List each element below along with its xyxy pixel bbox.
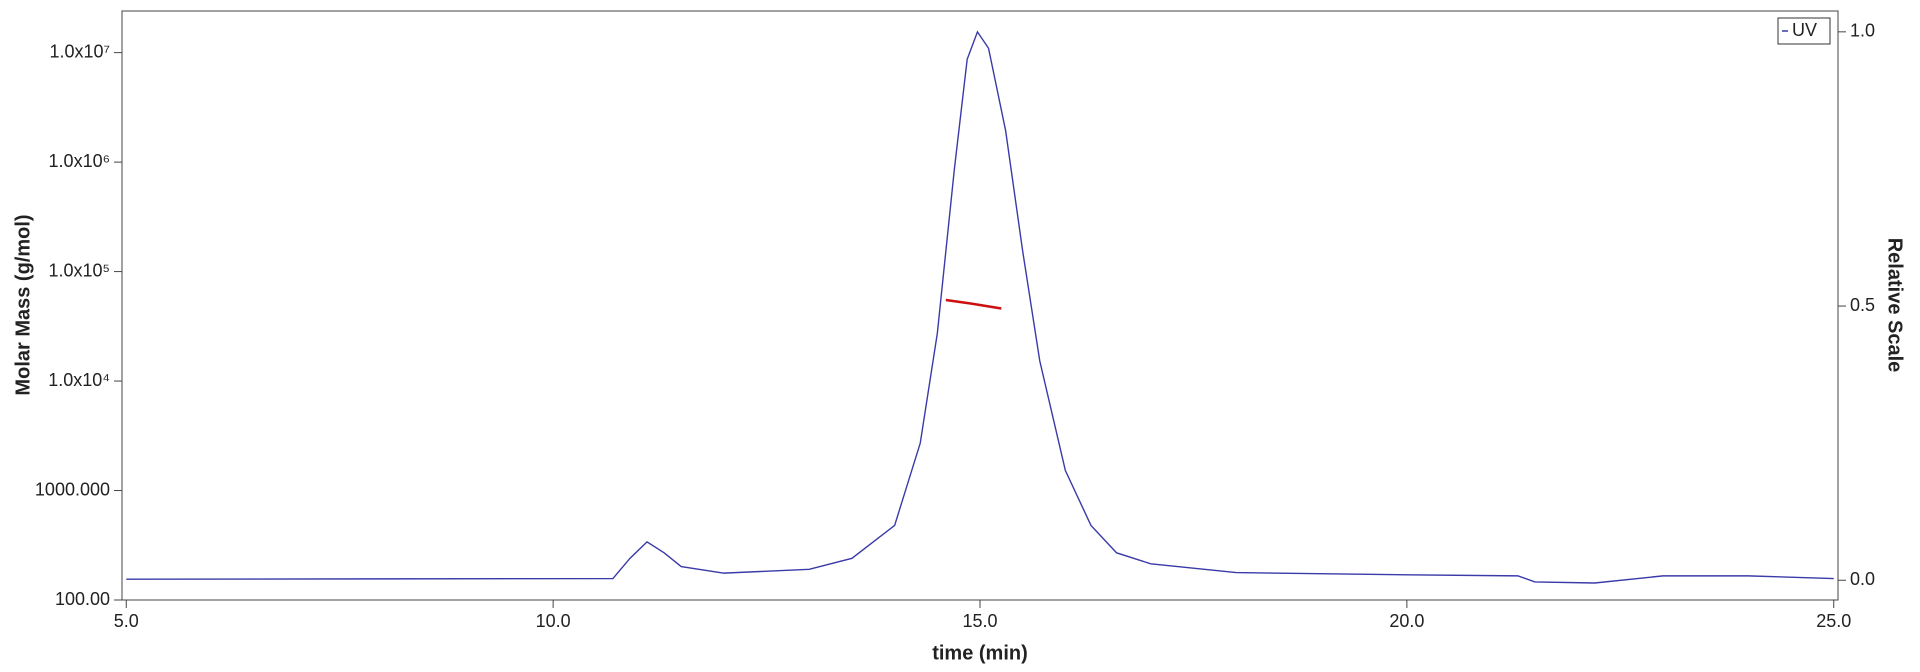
y-axis-title: Molar Mass (g/mol) [12,214,34,395]
y2-axis-title: Relative Scale [1884,238,1906,373]
y2-tick-label: 0.0 [1850,569,1875,589]
x-tick-label: 10.0 [536,611,571,631]
y-tick-label: 1.0x10⁴ [48,370,110,390]
y-tick-label: 100.00 [55,589,110,609]
y-tick-label: 1.0x10⁶ [49,151,110,171]
legend-label: UV [1792,20,1817,40]
y-tick-label: 1.0x10⁵ [48,260,110,280]
x-tick-label: 25.0 [1816,611,1851,631]
y2-tick-label: 1.0 [1850,21,1875,41]
y-tick-label: 1000.000 [35,479,110,499]
x-axis-title: time (min) [932,642,1028,664]
y-tick-label: 1.0x10⁷ [49,41,110,61]
series-line [126,30,1834,584]
x-tick-label: 15.0 [962,611,997,631]
y2-tick-label: 0.5 [1850,295,1875,315]
x-tick-label: 20.0 [1389,611,1424,631]
series-line [945,298,1002,310]
x-tick-label: 5.0 [114,611,139,631]
